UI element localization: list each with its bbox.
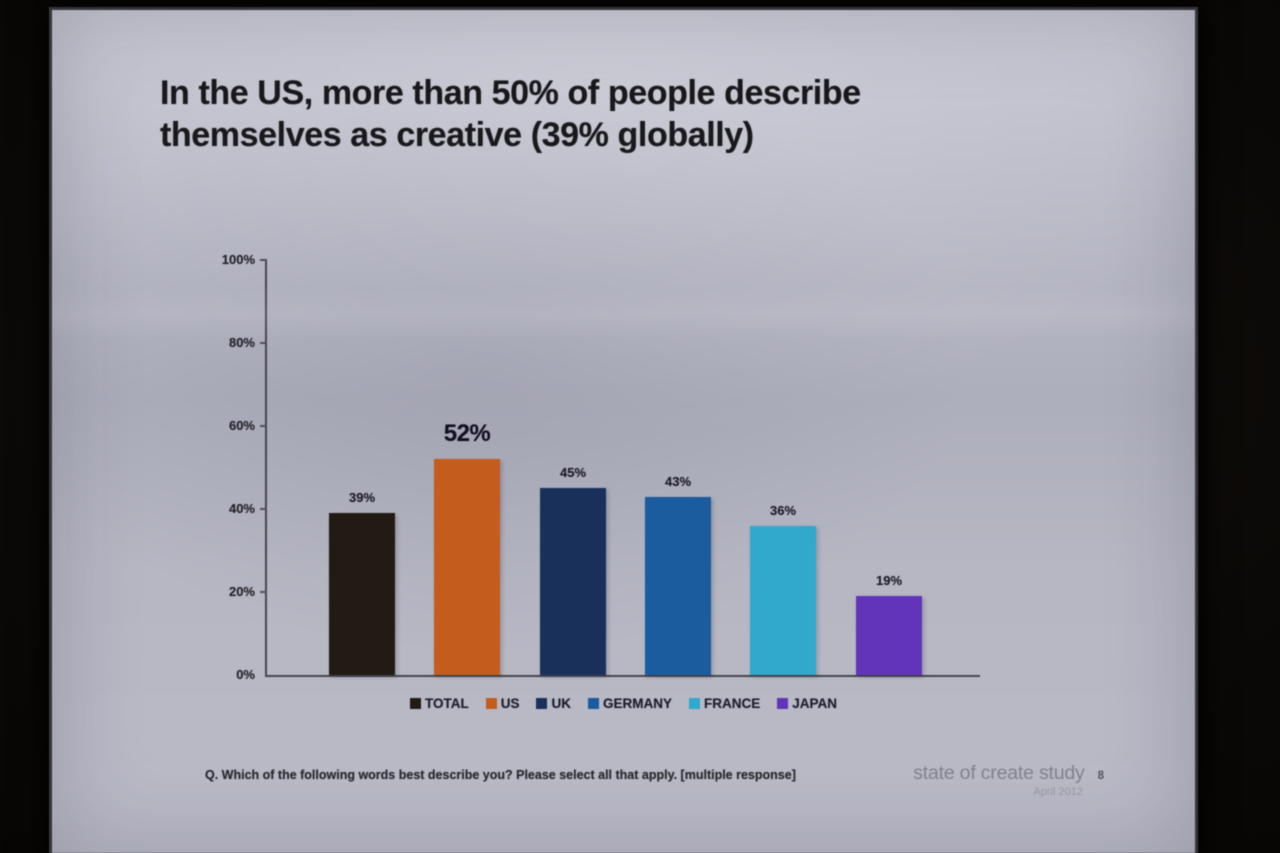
legend-swatch-icon: [409, 698, 421, 709]
bar-value-label-us: 52%: [443, 420, 491, 447]
bar-germany: [645, 497, 711, 675]
y-axis-tick-mark: [260, 508, 267, 510]
branding-block: state of create study 8 April 2012: [913, 762, 1104, 798]
y-axis-tick-label: 20%: [228, 584, 255, 599]
legend-item-uk: UK: [536, 696, 571, 711]
legend-item-us: US: [485, 696, 520, 711]
slide-title: In the US, more than 50% of people descr…: [160, 74, 861, 154]
bar-japan: [856, 596, 922, 675]
legend-label: UK: [551, 696, 571, 711]
bar-value-label-uk: 45%: [559, 465, 587, 480]
legend-label: GERMANY: [602, 696, 672, 711]
plot-area: 0% 20% 40% 60% 80% 100% 39% 52% 45% 43% 36% 19%: [222, 252, 980, 682]
legend-label: TOTAL: [424, 696, 469, 711]
legend-label: FRANCE: [704, 696, 761, 711]
y-axis-tick-mark: [260, 591, 267, 593]
bar-value-label-japan: 19%: [875, 573, 903, 588]
y-axis-tick-label: 80%: [228, 335, 255, 350]
bar-us: [434, 459, 500, 675]
legend-swatch-icon: [587, 698, 599, 709]
legend-item-japan: JAPAN: [777, 696, 837, 711]
page-number: 8: [1097, 770, 1104, 782]
legend-swatch-icon: [536, 698, 548, 709]
study-date: April 2012: [1033, 786, 1083, 798]
y-axis-tick-label: 0%: [236, 667, 255, 682]
legend-swatch-icon: [689, 698, 700, 709]
bar-value-label-france: 36%: [769, 503, 797, 518]
legend-label: JAPAN: [792, 696, 838, 711]
bar-value-label-germany: 43%: [664, 474, 692, 489]
bar-uk: [540, 488, 606, 675]
chart-legend: TOTAL US UK GERMANY FRANCE JAPAN: [52, 696, 1195, 711]
bar-france: [750, 526, 816, 675]
legend-swatch-icon: [485, 698, 497, 709]
y-axis-tick-label: 40%: [228, 501, 255, 516]
y-axis-tick-mark: [260, 259, 267, 261]
study-name: state of create study: [913, 762, 1085, 784]
bar-value-label-total: 39%: [348, 490, 376, 505]
y-axis-tick-label: 100%: [221, 252, 255, 267]
legend-label: US: [500, 696, 520, 711]
legend-item-germany: GERMANY: [587, 696, 672, 711]
y-axis-tick-mark: [260, 425, 267, 427]
y-axis-tick-label: 60%: [228, 418, 255, 433]
legend-swatch-icon: [777, 698, 789, 709]
survey-question-note: Q. Which of the following words best des…: [205, 768, 796, 782]
bar-total: [329, 513, 395, 675]
legend-item-total: TOTAL: [409, 696, 469, 711]
slide: In the US, more than 50% of people descr…: [52, 10, 1195, 853]
y-axis-tick-mark: [260, 342, 267, 344]
legend-item-france: FRANCE: [689, 696, 760, 711]
